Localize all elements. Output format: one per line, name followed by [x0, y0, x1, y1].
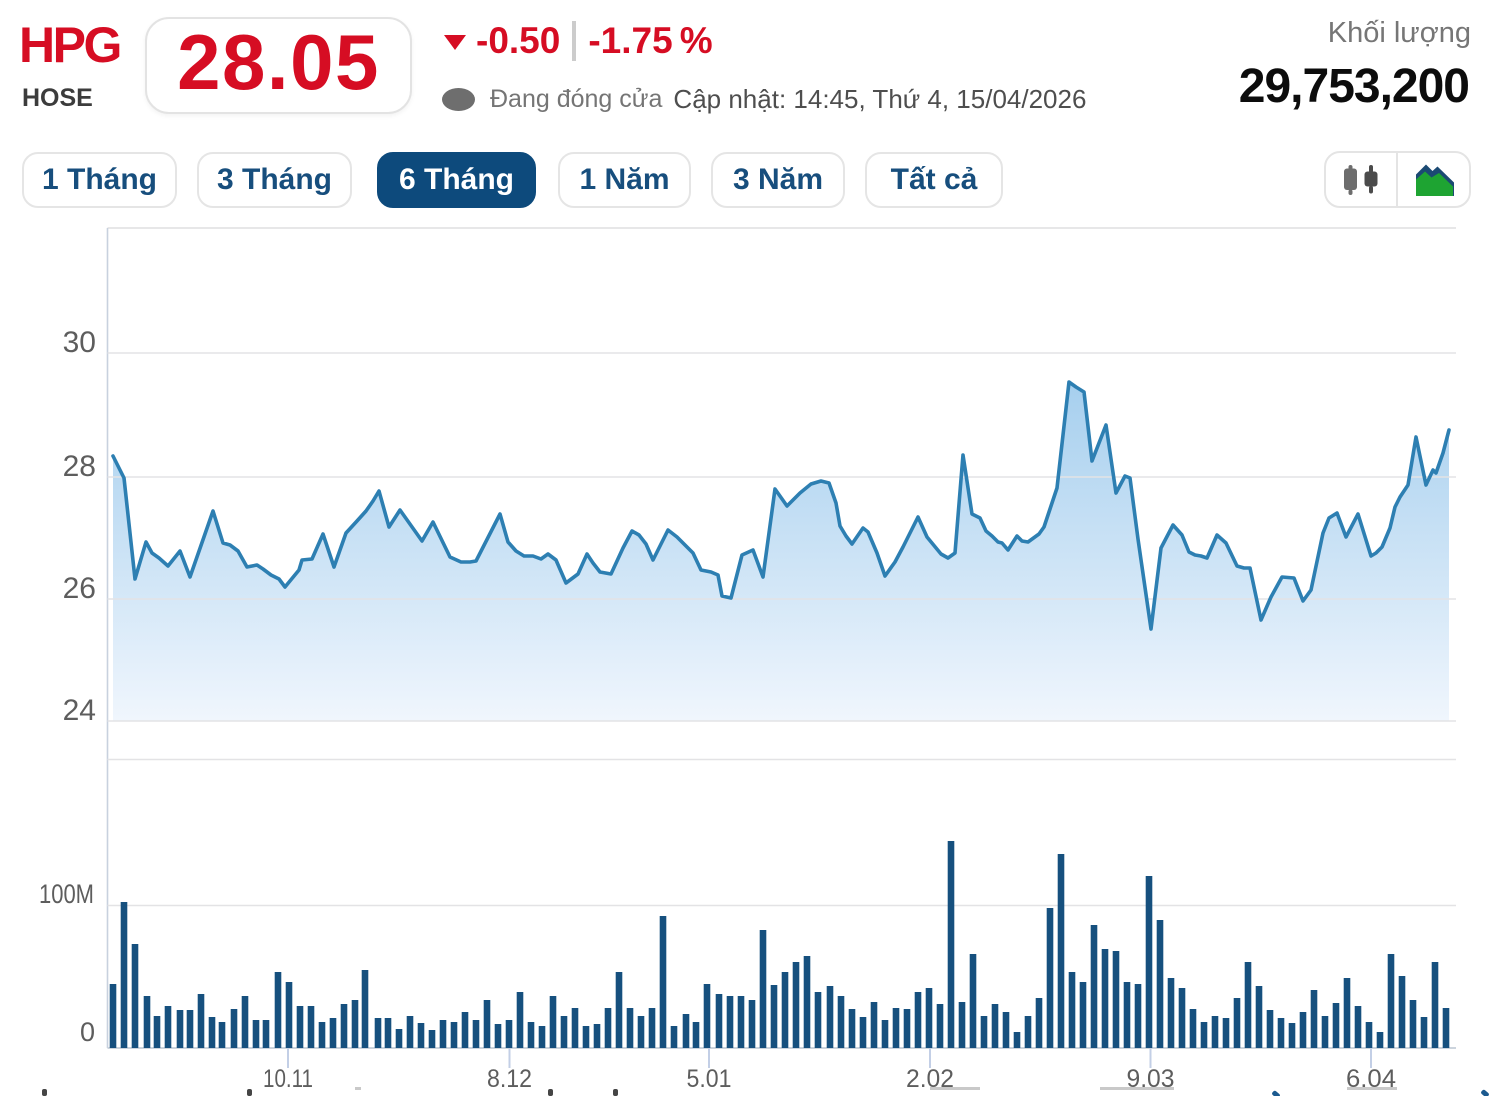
- svg-text:26: 26: [63, 572, 96, 605]
- svg-text:28: 28: [63, 450, 96, 483]
- svg-text:0: 0: [80, 1017, 95, 1047]
- svg-text:100M: 100M: [39, 879, 94, 909]
- svg-text:24: 24: [63, 694, 96, 727]
- svg-text:30: 30: [63, 326, 96, 359]
- svg-text:10.11: 10.11: [263, 1065, 313, 1093]
- svg-text:8.12: 8.12: [487, 1065, 532, 1093]
- svg-text:5.01: 5.01: [687, 1065, 732, 1093]
